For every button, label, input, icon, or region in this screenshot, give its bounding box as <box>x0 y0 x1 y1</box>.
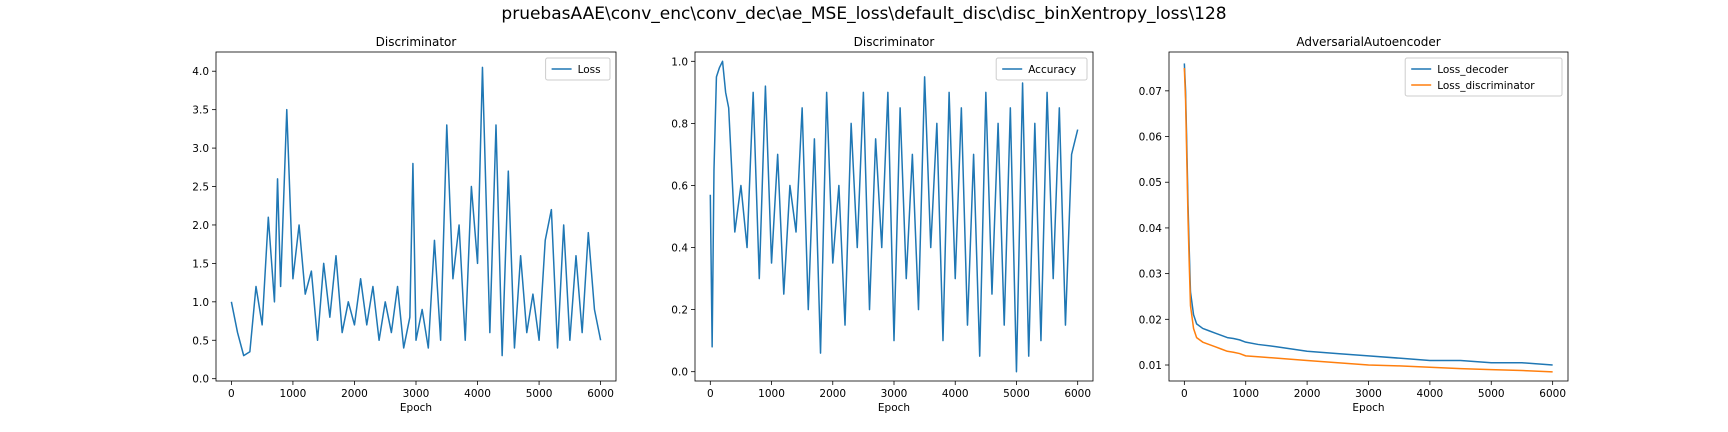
x-tick-label-3-6000: 6000 <box>1539 388 1566 400</box>
legend-box-3 <box>1404 57 1563 97</box>
y-tick-label-1-7: 3.5 <box>192 105 209 117</box>
x-tick-label-3-3000: 3000 <box>1355 388 1382 400</box>
x-tick-label-3-0: 0 <box>1181 388 1188 400</box>
series-line-2-1 <box>709 60 1079 373</box>
legend-label-3-2: Loss_discriminator <box>1437 80 1535 92</box>
y-tick-label-1-1: 0.5 <box>192 335 209 347</box>
y-tick-label-3-3: 0.04 <box>1139 223 1163 235</box>
legend-label-3-1: Loss_decoder <box>1437 64 1509 76</box>
y-tick-label-1-0: 0.0 <box>192 374 209 386</box>
y-tick-label-1-2: 1.0 <box>192 297 209 309</box>
x-tick-label-1-0: 0 <box>228 388 235 400</box>
y-tick-label-2-3: 0.6 <box>671 180 688 192</box>
x-tick-label-2-3000: 3000 <box>881 388 908 400</box>
x-tick-label-3-1000: 1000 <box>1232 388 1259 400</box>
x-tick-label-1-5000: 5000 <box>526 388 553 400</box>
legend-label-2-1: Accuracy <box>1028 64 1076 76</box>
y-tick-label-3-4: 0.05 <box>1139 177 1162 189</box>
x-tick-label-2-2000: 2000 <box>819 388 846 400</box>
legend-box-2 <box>995 57 1088 81</box>
y-tick-label-1-6: 3.0 <box>192 143 209 155</box>
y-tick-label-3-0: 0.01 <box>1139 360 1162 372</box>
y-tick-label-3-2: 0.03 <box>1139 269 1162 281</box>
x-axis-label-2: Epoch <box>878 402 910 414</box>
legend-label-1-1: Loss <box>578 64 601 76</box>
y-tick-label-3-5: 0.06 <box>1139 132 1163 144</box>
x-tick-label-2-4000: 4000 <box>942 388 969 400</box>
x-tick-label-1-3000: 3000 <box>403 388 430 400</box>
x-axis-label-3: Epoch <box>1352 402 1384 414</box>
y-tick-label-2-2: 0.4 <box>671 243 688 255</box>
figure-title: pruebasAAE\conv_enc\conv_dec\ae_MSE_loss… <box>501 4 1227 24</box>
x-tick-label-1-2000: 2000 <box>341 388 368 400</box>
y-tick-label-3-6: 0.07 <box>1139 86 1162 98</box>
axes-frame-3 <box>1168 51 1569 382</box>
series-line-1-1 <box>230 66 602 357</box>
x-tick-label-3-4000: 4000 <box>1417 388 1444 400</box>
y-tick-label-1-4: 2.0 <box>192 220 209 232</box>
x-tick-label-2-5000: 5000 <box>1003 388 1030 400</box>
y-tick-label-2-1: 0.2 <box>671 305 688 317</box>
x-tick-label-1-6000: 6000 <box>587 388 614 400</box>
y-tick-label-1-8: 4.0 <box>192 66 209 78</box>
x-tick-label-1-1000: 1000 <box>280 388 307 400</box>
y-tick-label-1-3: 1.5 <box>192 258 209 270</box>
y-tick-label-2-0: 0.0 <box>671 367 688 379</box>
axes-title-3: AdversarialAutoencoder <box>1296 35 1440 49</box>
y-tick-label-2-4: 0.8 <box>671 118 688 130</box>
x-tick-label-3-2000: 2000 <box>1294 388 1321 400</box>
axes-title-1: Discriminator <box>376 35 457 49</box>
x-tick-label-3-5000: 5000 <box>1478 388 1505 400</box>
y-tick-label-1-5: 2.5 <box>192 182 209 194</box>
axes-title-2: Discriminator <box>854 35 935 49</box>
x-axis-label-1: Epoch <box>400 402 432 414</box>
series-line-3-2 <box>1183 67 1553 373</box>
y-tick-label-3-1: 0.02 <box>1139 314 1162 326</box>
legend-box-1 <box>545 57 611 81</box>
x-tick-label-2-1000: 1000 <box>758 388 785 400</box>
series-line-3-1 <box>1183 63 1553 366</box>
x-tick-label-2-6000: 6000 <box>1064 388 1091 400</box>
y-tick-label-2-5: 1.0 <box>671 56 688 68</box>
x-tick-label-2-0: 0 <box>707 388 714 400</box>
x-tick-label-1-4000: 4000 <box>464 388 491 400</box>
